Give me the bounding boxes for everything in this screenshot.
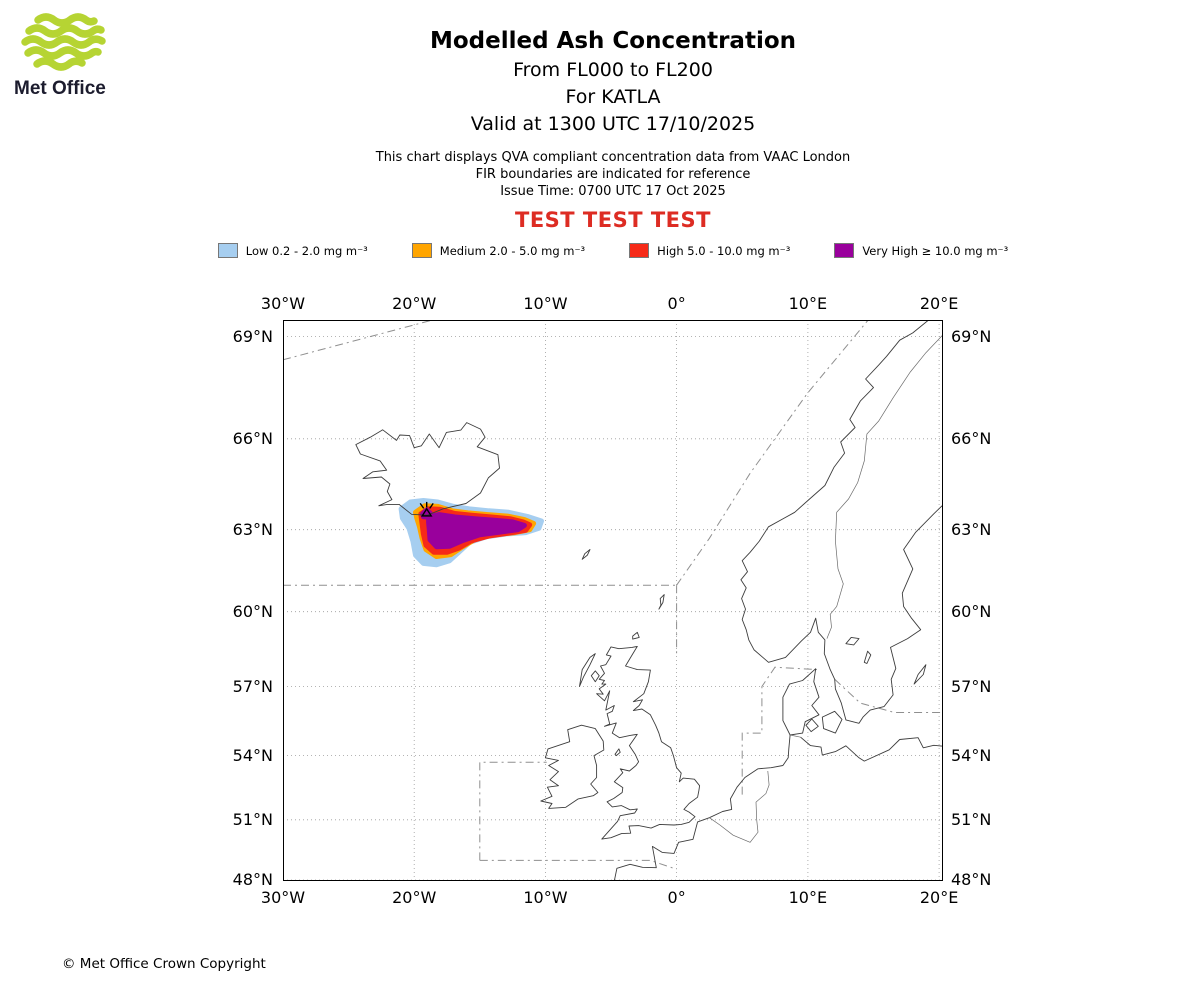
legend-item-very-high: Very High ≥ 10.0 mg m⁻³ [834,243,1008,258]
chart-header: Modelled Ash Concentration From FL000 to… [13,26,1200,232]
x-tick-bottom-2: 10°W [523,888,568,907]
x-tick-top-2: 10°W [523,294,568,313]
legend-swatch-high [629,243,650,258]
legend-label-low: Low 0.2 - 2.0 mg m⁻³ [245,243,368,258]
legend-item-low: Low 0.2 - 2.0 mg m⁻³ [217,243,368,258]
y-tick-left-3: 60°N [232,601,273,621]
y-tick-left-4: 57°N [232,676,273,696]
y-tick-left-7: 48°N [232,870,273,890]
x-tick-top-0: 30°W [260,294,306,313]
info-line-fir: FIR boundaries are indicated for referen… [475,167,751,182]
y-tick-right-2: 63°N [951,519,992,539]
x-tick-top-4: 10°E [788,294,828,313]
ash-contour-very-high [426,512,527,550]
legend-swatch-medium [411,243,432,258]
y-tick-left-5: 54°N [232,745,273,765]
info-line-issue-time: Issue Time: 0700 UTC 17 Oct 2025 [500,184,726,199]
info-line-qva: This chart displays QVA compliant concen… [375,150,851,165]
met-office-logo: Met Office [14,12,124,100]
ash-plume [398,498,544,568]
x-tick-top-3: 0° [667,294,686,313]
legend-label-very-high: Very High ≥ 10.0 mg m⁻³ [862,243,1009,258]
coastlines [355,320,943,881]
x-tick-bottom-4: 10°E [788,888,828,907]
y-tick-left-6: 51°N [232,809,273,829]
x-tick-bottom-3: 0° [667,888,686,907]
test-banner: TEST TEST TEST [515,208,711,232]
chart-title: Modelled Ash Concentration [429,28,797,54]
legend-label-high: High 5.0 - 10.0 mg m⁻³ [657,243,791,258]
x-tick-top-5: 20°E [919,294,959,313]
x-tick-bottom-0: 30°W [260,888,306,907]
country-borders [709,334,943,843]
x-tick-top-1: 20°W [392,294,437,313]
x-tick-bottom-5: 20°E [919,888,959,907]
y-tick-right-4: 57°N [951,676,992,696]
y-tick-right-0: 69°N [951,326,992,346]
y-tick-left-1: 66°N [232,428,273,448]
volcano-marker-icon [419,501,434,517]
legend-item-medium: Medium 2.0 - 5.0 mg m⁻³ [411,243,586,258]
y-tick-right-7: 48°N [951,870,992,890]
y-tick-left-2: 63°N [232,519,273,539]
y-tick-right-3: 60°N [951,601,992,621]
plot-border [283,320,943,881]
met-office-logo-mark [21,13,106,71]
legend-label-medium: Medium 2.0 - 5.0 mg m⁻³ [439,243,586,258]
x-tick-bottom-1: 20°W [392,888,437,907]
y-tick-right-1: 66°N [951,428,992,448]
legend-item-high: High 5.0 - 10.0 mg m⁻³ [629,243,790,258]
y-tick-right-5: 54°N [951,745,992,765]
valid-time-line: Valid at 1300 UTC 17/10/2025 [470,113,756,135]
y-tick-left-0: 69°N [232,326,273,346]
flight-level-range: From FL000 to FL200 [513,59,713,81]
legend-swatch-very-high [834,243,855,258]
volcano-name-line: For KATLA [565,86,661,108]
info-block: This chart displays QVA compliant concen… [13,149,1200,200]
legend-swatch-low [217,243,238,258]
grid-lines [283,320,943,881]
fir-boundaries [283,320,943,870]
y-tick-right-6: 51°N [951,809,992,829]
map-plot [283,320,943,881]
legend: Low 0.2 - 2.0 mg m⁻³ Medium 2.0 - 5.0 mg… [13,243,1200,258]
copyright-notice: © Met Office Crown Copyright [62,956,266,972]
met-office-logo-text: Met Office [14,78,106,99]
